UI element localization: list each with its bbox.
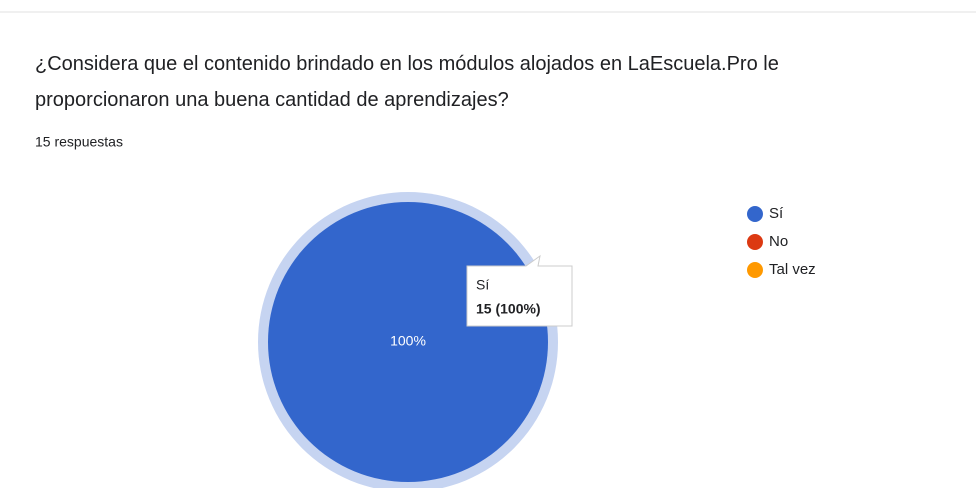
legend-label: No [769,233,788,250]
tooltip-box [466,254,573,327]
tooltip: Sí 15 (100%) [466,254,573,327]
legend-label: Sí [769,205,784,222]
legend-swatch [747,234,763,250]
tooltip-value: 15 (100%) [476,301,541,317]
legend: Sí No Tal vez [747,205,816,278]
legend-label: Tal vez [769,261,816,278]
legend-swatch [747,262,763,278]
legend-swatch [747,206,763,222]
slice-label: 100% [390,333,426,349]
chart-subtitle: 15 respuestas [35,134,123,150]
chart-title: ¿Considera que el contenido brindado en … [35,53,779,111]
pie: 100% [258,192,558,488]
tooltip-category: Sí [476,277,489,293]
